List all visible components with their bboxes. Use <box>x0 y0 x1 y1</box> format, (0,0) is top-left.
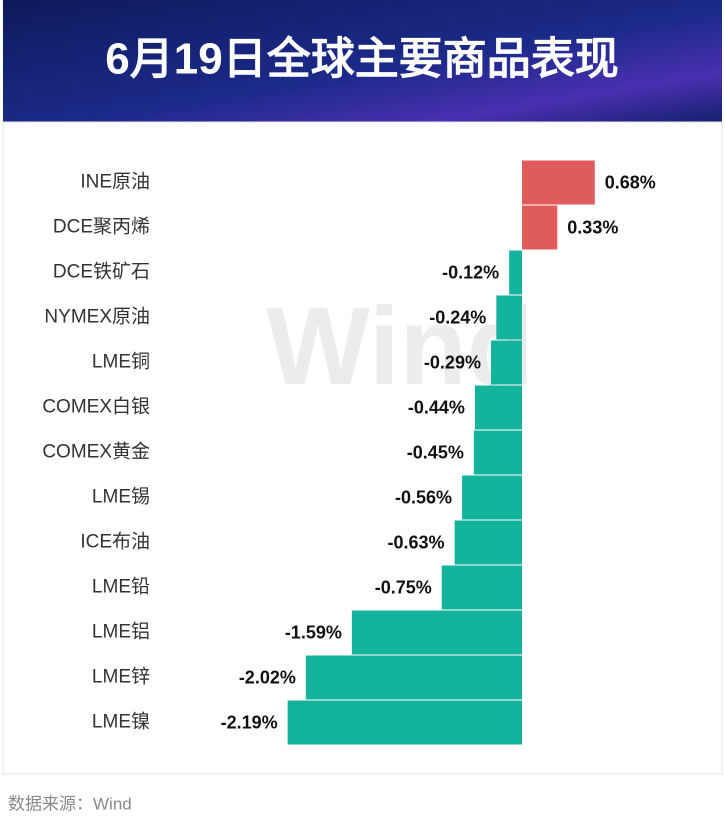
value-label: -2.02% <box>239 667 296 687</box>
value-label: -0.63% <box>388 532 445 552</box>
bar <box>441 565 522 610</box>
category-label: ICE布油 <box>80 531 150 553</box>
category-label: LME镍 <box>92 711 150 733</box>
bar <box>509 250 522 295</box>
value-label: -0.56% <box>395 487 452 507</box>
bar <box>490 340 522 385</box>
value-label: -0.29% <box>424 352 481 372</box>
source-note: 数据来源：Wind <box>8 794 132 813</box>
category-label: DCE铁矿石 <box>53 261 150 283</box>
bar <box>473 430 522 475</box>
header-band <box>3 0 722 122</box>
category-label: LME锌 <box>92 666 150 688</box>
value-label: -0.12% <box>442 262 499 282</box>
bar <box>305 655 522 700</box>
category-label: LME铜 <box>92 351 150 373</box>
category-label: LME铅 <box>92 576 150 598</box>
category-label: INE原油 <box>80 171 150 193</box>
value-label: -1.59% <box>285 622 342 642</box>
bar <box>474 385 522 430</box>
value-label: 0.68% <box>605 172 656 192</box>
category-label: DCE聚丙烯 <box>53 216 150 238</box>
category-label: COMEX白银 <box>42 396 150 418</box>
bar <box>522 205 558 250</box>
value-label: -2.19% <box>221 712 278 732</box>
value-label: -0.45% <box>407 442 464 462</box>
value-label: -0.44% <box>408 397 465 417</box>
bar <box>522 160 595 205</box>
category-label: NYMEX原油 <box>44 306 150 328</box>
category-label: LME铝 <box>92 621 150 643</box>
category-label: LME锡 <box>92 486 150 508</box>
bar <box>287 700 522 745</box>
bar <box>454 520 522 565</box>
chart-title: 6月19日全球主要商品表现 <box>105 34 618 84</box>
value-label: -0.75% <box>375 577 432 597</box>
bar <box>351 610 522 655</box>
value-label: 0.33% <box>567 217 618 237</box>
bar <box>462 475 522 520</box>
bar <box>496 295 522 340</box>
category-label: COMEX黄金 <box>42 441 150 463</box>
value-label: -0.24% <box>429 307 486 327</box>
